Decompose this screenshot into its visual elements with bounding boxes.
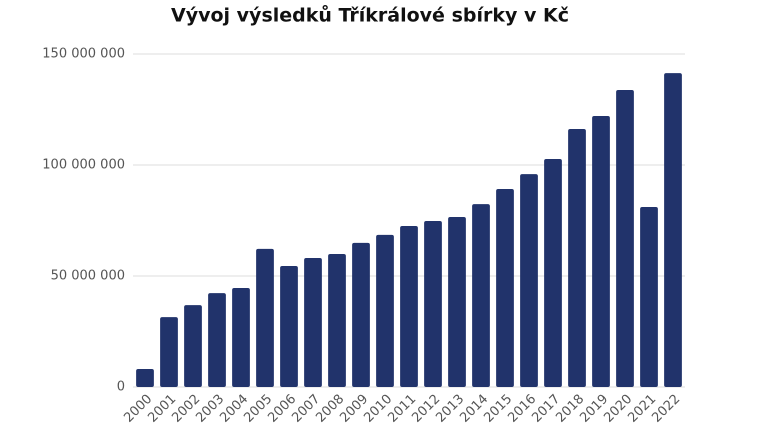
bar [544,159,562,387]
bar [136,369,154,387]
bar [304,258,322,387]
bar [376,234,394,387]
bar [232,287,250,387]
bar [280,266,298,387]
bar [592,115,610,388]
bar [616,89,634,388]
bar [496,188,514,387]
bar [472,204,490,387]
bar [352,242,370,387]
x-tick-label: 2022 [649,392,683,426]
bar [184,305,202,387]
bar [568,129,586,387]
bar [664,73,682,387]
bar [400,226,418,387]
bar [208,293,226,387]
bar [640,206,658,387]
y-tick-label: 50 000 000 [51,269,125,284]
y-tick-label: 150 000 000 [42,47,125,62]
bar [256,248,274,387]
bar [448,216,466,387]
y-tick-label: 100 000 000 [42,158,125,173]
bar [328,254,346,387]
bar [424,220,442,387]
y-tick-label: 0 [117,380,125,395]
bar [520,174,538,387]
chart-title: Vývoj výsledků Tříkrálové sbírky v Kč [171,4,569,27]
bar [160,317,178,387]
